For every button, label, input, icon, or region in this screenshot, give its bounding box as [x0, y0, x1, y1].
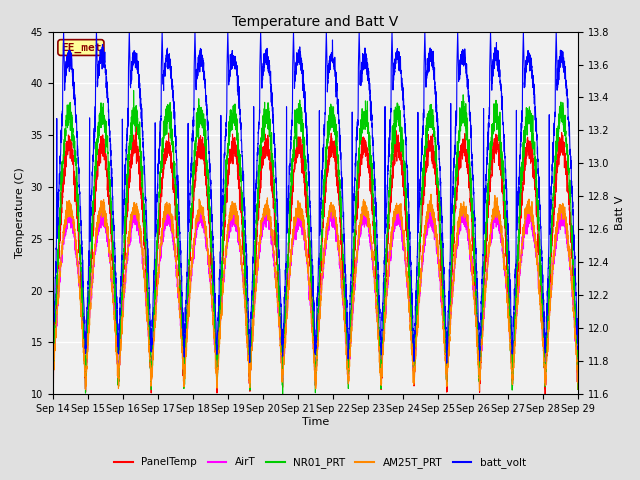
PanelTemp	[574, 374, 582, 380]
AM25T_PRT	[574, 386, 582, 392]
Bar	[52, 84, 578, 187]
NR01_PRT	[363, 111, 371, 117]
Line: NR01_PRT: NR01_PRT	[52, 90, 578, 396]
batt_volt	[363, 68, 371, 73]
PanelTemp	[363, 145, 371, 151]
Line: PanelTemp: PanelTemp	[52, 125, 578, 395]
Bar	[52, 290, 578, 394]
Title: Temperature and Batt V: Temperature and Batt V	[232, 15, 399, 29]
NR01_PRT	[335, 167, 342, 173]
AM25T_PRT	[485, 250, 493, 256]
NR01_PRT	[158, 153, 166, 158]
NR01_PRT	[499, 170, 507, 176]
NR01_PRT	[485, 160, 493, 166]
batt_volt	[60, 29, 67, 35]
batt_volt	[460, 56, 467, 61]
AM25T_PRT	[49, 375, 56, 381]
NR01_PRT	[130, 87, 138, 93]
X-axis label: Time: Time	[302, 417, 329, 427]
AirT	[485, 242, 493, 248]
batt_volt	[485, 109, 493, 115]
AM25T_PRT	[427, 192, 435, 197]
Legend: PanelTemp, AirT, NR01_PRT, AM25T_PRT, batt_volt: PanelTemp, AirT, NR01_PRT, AM25T_PRT, ba…	[110, 453, 530, 472]
batt_volt	[499, 119, 507, 125]
PanelTemp	[132, 122, 140, 128]
PanelTemp	[499, 191, 507, 196]
batt_volt	[335, 116, 342, 121]
AM25T_PRT	[158, 226, 166, 231]
batt_volt	[443, 360, 451, 366]
batt_volt	[574, 344, 582, 349]
batt_volt	[158, 44, 166, 50]
Y-axis label: Batt V: Batt V	[615, 196, 625, 230]
Text: EE_met: EE_met	[61, 42, 101, 53]
AirT	[158, 244, 166, 250]
NR01_PRT	[279, 393, 287, 399]
AM25T_PRT	[476, 387, 483, 393]
PanelTemp	[485, 184, 493, 190]
AirT	[574, 375, 582, 381]
PanelTemp	[335, 194, 342, 200]
PanelTemp	[49, 388, 56, 394]
PanelTemp	[460, 139, 467, 145]
AM25T_PRT	[363, 204, 371, 210]
AirT	[363, 221, 371, 227]
NR01_PRT	[460, 111, 467, 117]
PanelTemp	[158, 178, 166, 183]
NR01_PRT	[49, 376, 56, 382]
Line: AirT: AirT	[52, 206, 578, 381]
AirT	[460, 217, 467, 223]
batt_volt	[49, 341, 56, 347]
AM25T_PRT	[499, 235, 507, 240]
AirT	[499, 243, 507, 249]
AirT	[335, 242, 342, 248]
Line: AM25T_PRT: AM25T_PRT	[52, 194, 578, 390]
NR01_PRT	[574, 383, 582, 388]
AirT	[460, 204, 467, 209]
Y-axis label: Temperature (C): Temperature (C)	[15, 168, 25, 258]
AirT	[278, 378, 286, 384]
PanelTemp	[541, 392, 549, 397]
AM25T_PRT	[460, 201, 467, 206]
AirT	[49, 372, 56, 378]
AM25T_PRT	[335, 241, 342, 247]
Line: batt_volt: batt_volt	[52, 32, 578, 363]
